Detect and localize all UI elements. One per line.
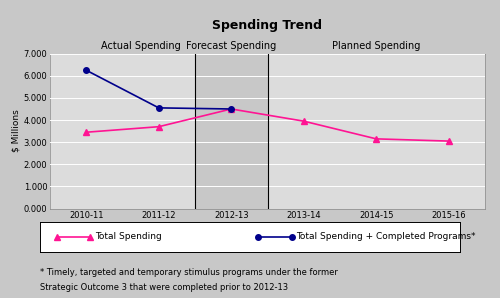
Bar xyxy=(50,54,195,209)
Bar xyxy=(268,54,485,209)
Text: * Timely, targeted and temporary stimulus programs under the former: * Timely, targeted and temporary stimulu… xyxy=(40,268,338,277)
Text: Planned Spending: Planned Spending xyxy=(332,41,420,51)
Bar xyxy=(195,54,268,209)
Text: Total Spending + Completed Programs*: Total Spending + Completed Programs* xyxy=(296,232,476,241)
Text: Total Spending: Total Spending xyxy=(94,232,162,241)
X-axis label: Fiscal Year: Fiscal Year xyxy=(242,223,293,233)
Text: Forecast Spending: Forecast Spending xyxy=(186,41,276,51)
Text: Strategic Outcome 3 that were completed prior to 2012-13: Strategic Outcome 3 that were completed … xyxy=(40,283,288,292)
Title: Spending Trend: Spending Trend xyxy=(212,19,322,32)
Text: Actual Spending: Actual Spending xyxy=(101,41,180,51)
Y-axis label: $ Millions: $ Millions xyxy=(12,110,20,153)
